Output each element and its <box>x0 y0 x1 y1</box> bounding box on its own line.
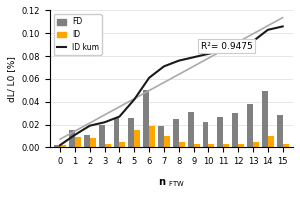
Bar <box>149 126 155 147</box>
Bar <box>105 144 111 147</box>
Bar <box>90 138 96 147</box>
Bar <box>238 144 244 147</box>
Bar <box>60 145 66 147</box>
Bar <box>75 137 81 147</box>
Bar <box>134 130 140 147</box>
Bar <box>113 118 119 147</box>
Bar <box>84 135 90 147</box>
Bar <box>188 112 194 147</box>
Bar <box>158 126 164 147</box>
Bar <box>164 136 170 147</box>
Bar <box>143 90 149 147</box>
Legend: FD, ID, ID kum: FD, ID, ID kum <box>53 14 102 55</box>
Bar <box>253 142 259 147</box>
Bar <box>69 130 75 147</box>
Bar <box>223 144 229 147</box>
Bar <box>179 142 185 147</box>
Text: R²= 0.9475: R²= 0.9475 <box>201 42 252 51</box>
Bar <box>232 113 238 147</box>
Bar <box>262 91 268 147</box>
Bar <box>202 122 208 147</box>
Bar <box>247 104 253 147</box>
Bar <box>218 117 223 147</box>
Bar <box>99 125 105 147</box>
Bar <box>173 119 179 147</box>
Bar <box>277 115 283 147</box>
Bar <box>283 144 289 147</box>
Bar <box>208 144 214 147</box>
Bar <box>194 144 200 147</box>
Text: $\mathbf{n}$ $_{\mathrm{FTW}}$: $\mathbf{n}$ $_{\mathrm{FTW}}$ <box>158 178 185 189</box>
Bar <box>54 145 60 147</box>
Bar <box>119 142 125 147</box>
Bar <box>128 118 134 147</box>
Y-axis label: dL/ L0 [%]: dL/ L0 [%] <box>7 56 16 102</box>
Bar <box>268 136 274 147</box>
